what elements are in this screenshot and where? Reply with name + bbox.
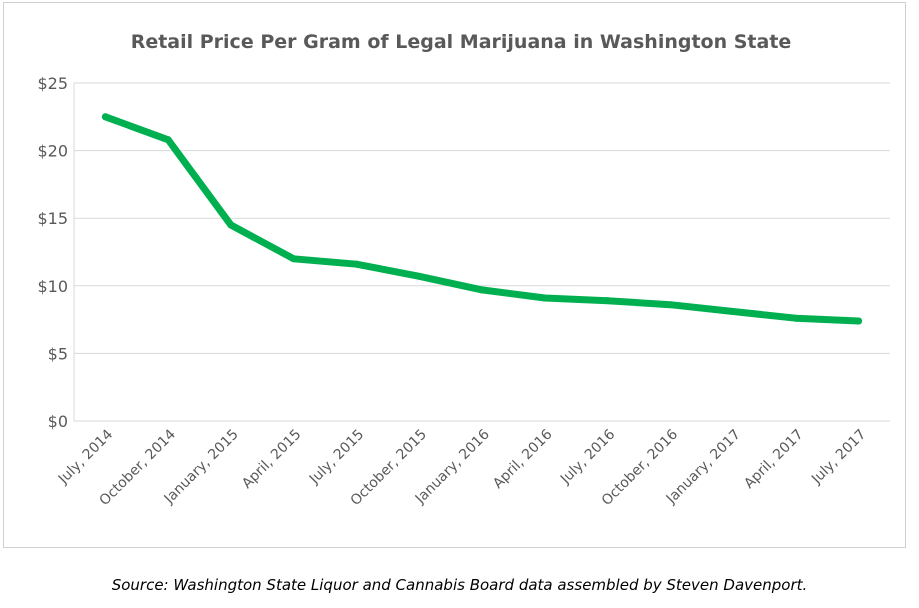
y-tick-label: $0 xyxy=(48,412,68,431)
data-point xyxy=(290,255,298,263)
x-tick-label: July, 2016 xyxy=(557,426,618,487)
line-chart: Retail Price Per Gram of Legal Marijuana… xyxy=(37,31,890,509)
y-tick-label: $15 xyxy=(37,209,68,228)
x-tick-label: July, 2015 xyxy=(306,427,367,488)
y-tick-label: $10 xyxy=(37,277,68,296)
series-layer xyxy=(101,113,863,325)
data-point xyxy=(855,317,863,325)
data-point xyxy=(164,136,172,144)
x-tick-label: July, 2014 xyxy=(55,426,116,487)
x-tick-label: April, 2015 xyxy=(239,427,304,492)
data-point xyxy=(604,297,612,305)
data-point xyxy=(792,314,800,322)
data-point xyxy=(101,113,109,121)
x-tick-label: April, 2016 xyxy=(490,426,555,491)
source-caption: Source: Washington State Liquor and Cann… xyxy=(111,576,808,594)
data-point xyxy=(415,272,423,280)
y-tick-label: $25 xyxy=(37,74,68,93)
data-point xyxy=(541,294,549,302)
data-point xyxy=(352,260,360,268)
data-point xyxy=(666,301,674,309)
y-tick-label: $20 xyxy=(37,142,68,161)
data-point xyxy=(478,286,486,294)
y-tick-label: $5 xyxy=(48,344,68,363)
chart-title: Retail Price Per Gram of Legal Marijuana… xyxy=(131,31,792,53)
data-point xyxy=(729,307,737,315)
x-tick-label: July, 2017 xyxy=(808,427,869,488)
chart-frame: Retail Price Per Gram of Legal Marijuana… xyxy=(3,2,906,548)
gridlines xyxy=(74,82,890,422)
data-point xyxy=(227,221,235,229)
x-tick-label: April, 2017 xyxy=(741,427,806,492)
y-tick-labels: $0 $5 $10 $15 $20 $25 xyxy=(37,74,68,431)
